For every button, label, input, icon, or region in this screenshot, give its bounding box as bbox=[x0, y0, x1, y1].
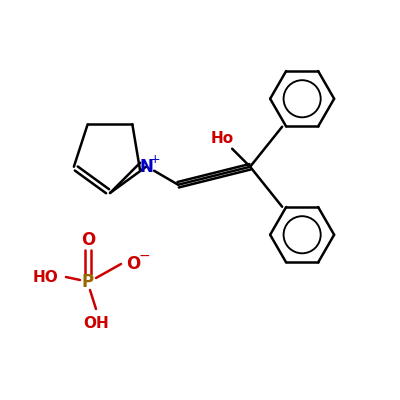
Text: O: O bbox=[126, 255, 140, 273]
Text: O: O bbox=[81, 231, 95, 249]
Text: −: − bbox=[138, 249, 150, 263]
Text: N: N bbox=[139, 158, 153, 176]
Text: Ho: Ho bbox=[210, 131, 234, 146]
Text: HO: HO bbox=[33, 270, 59, 284]
Text: OH: OH bbox=[83, 316, 109, 332]
Text: +: + bbox=[150, 153, 160, 166]
Text: P: P bbox=[82, 273, 94, 291]
